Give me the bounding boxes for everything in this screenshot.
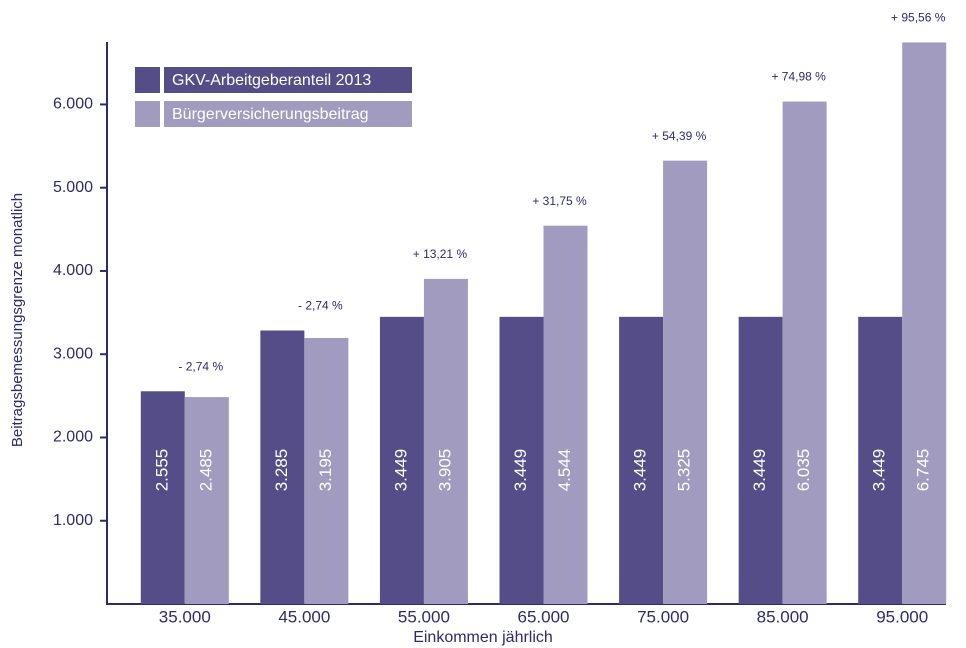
legend-swatch: [135, 101, 160, 127]
y-axis-title: Beitragsbemessungsgrenze monatlich: [9, 193, 26, 447]
y-tick-label: 6.000: [53, 96, 93, 113]
annotation: - 2,74 %: [298, 299, 343, 313]
bar: [619, 316, 664, 604]
y-tick-label: 4.000: [53, 262, 93, 279]
bar: [379, 316, 424, 604]
legend-label: Bürgerversicherungsbeitrag: [172, 106, 369, 123]
value-label: 3.449: [511, 449, 530, 492]
bar: [260, 330, 305, 604]
legend-swatch: [135, 67, 160, 93]
bar: [738, 316, 783, 604]
annotation: - 2,74 %: [178, 359, 223, 373]
value-label: 3.449: [750, 449, 769, 492]
bar: [663, 160, 708, 604]
bar: [499, 316, 544, 604]
bar: [782, 101, 827, 605]
annotation: + 74,98 %: [771, 70, 826, 84]
x-tick-label: 45.000: [278, 607, 330, 626]
value-label: 3.195: [316, 449, 335, 492]
legend-label-bg: [164, 67, 412, 93]
bar: [858, 316, 903, 604]
x-tick-label: 85.000: [757, 607, 809, 626]
y-tick-label: 2.000: [53, 429, 93, 446]
bar: [543, 225, 588, 604]
value-label: 3.285: [272, 449, 291, 492]
value-label: 5.325: [675, 449, 694, 492]
value-label: 4.544: [555, 449, 574, 492]
annotation: + 95,56 %: [891, 11, 946, 25]
value-label: 2.555: [152, 449, 171, 492]
y-tick-label: 3.000: [53, 345, 93, 362]
annotation: + 31,75 %: [532, 194, 587, 208]
bar: [902, 42, 947, 604]
annotation: + 54,39 %: [652, 129, 707, 143]
y-tick-label: 5.000: [53, 179, 93, 196]
x-axis-title: Einkommen jährlich: [413, 629, 553, 646]
x-tick-label: 95.000: [876, 607, 928, 626]
value-label: 3.905: [435, 449, 454, 492]
value-label: 2.485: [196, 449, 215, 492]
x-tick-label: 75.000: [637, 607, 689, 626]
bar: [184, 397, 229, 604]
value-label: 3.449: [870, 449, 889, 492]
annotation: + 13,21 %: [413, 247, 468, 261]
bar: [423, 278, 468, 604]
value-label: 3.449: [391, 449, 410, 492]
y-tick-label: 1.000: [53, 512, 93, 529]
x-tick-label: 35.000: [159, 607, 211, 626]
value-label: 3.449: [631, 449, 650, 492]
bar: [304, 337, 349, 604]
x-tick-label: 55.000: [398, 607, 450, 626]
bar: [140, 391, 185, 604]
legend-label-bg: [164, 101, 412, 127]
legend-label: GKV-Arbeitgeberanteil 2013: [172, 72, 371, 89]
value-label: 6.035: [794, 449, 813, 492]
value-label: 6.745: [914, 449, 933, 492]
x-tick-label: 65.000: [518, 607, 570, 626]
